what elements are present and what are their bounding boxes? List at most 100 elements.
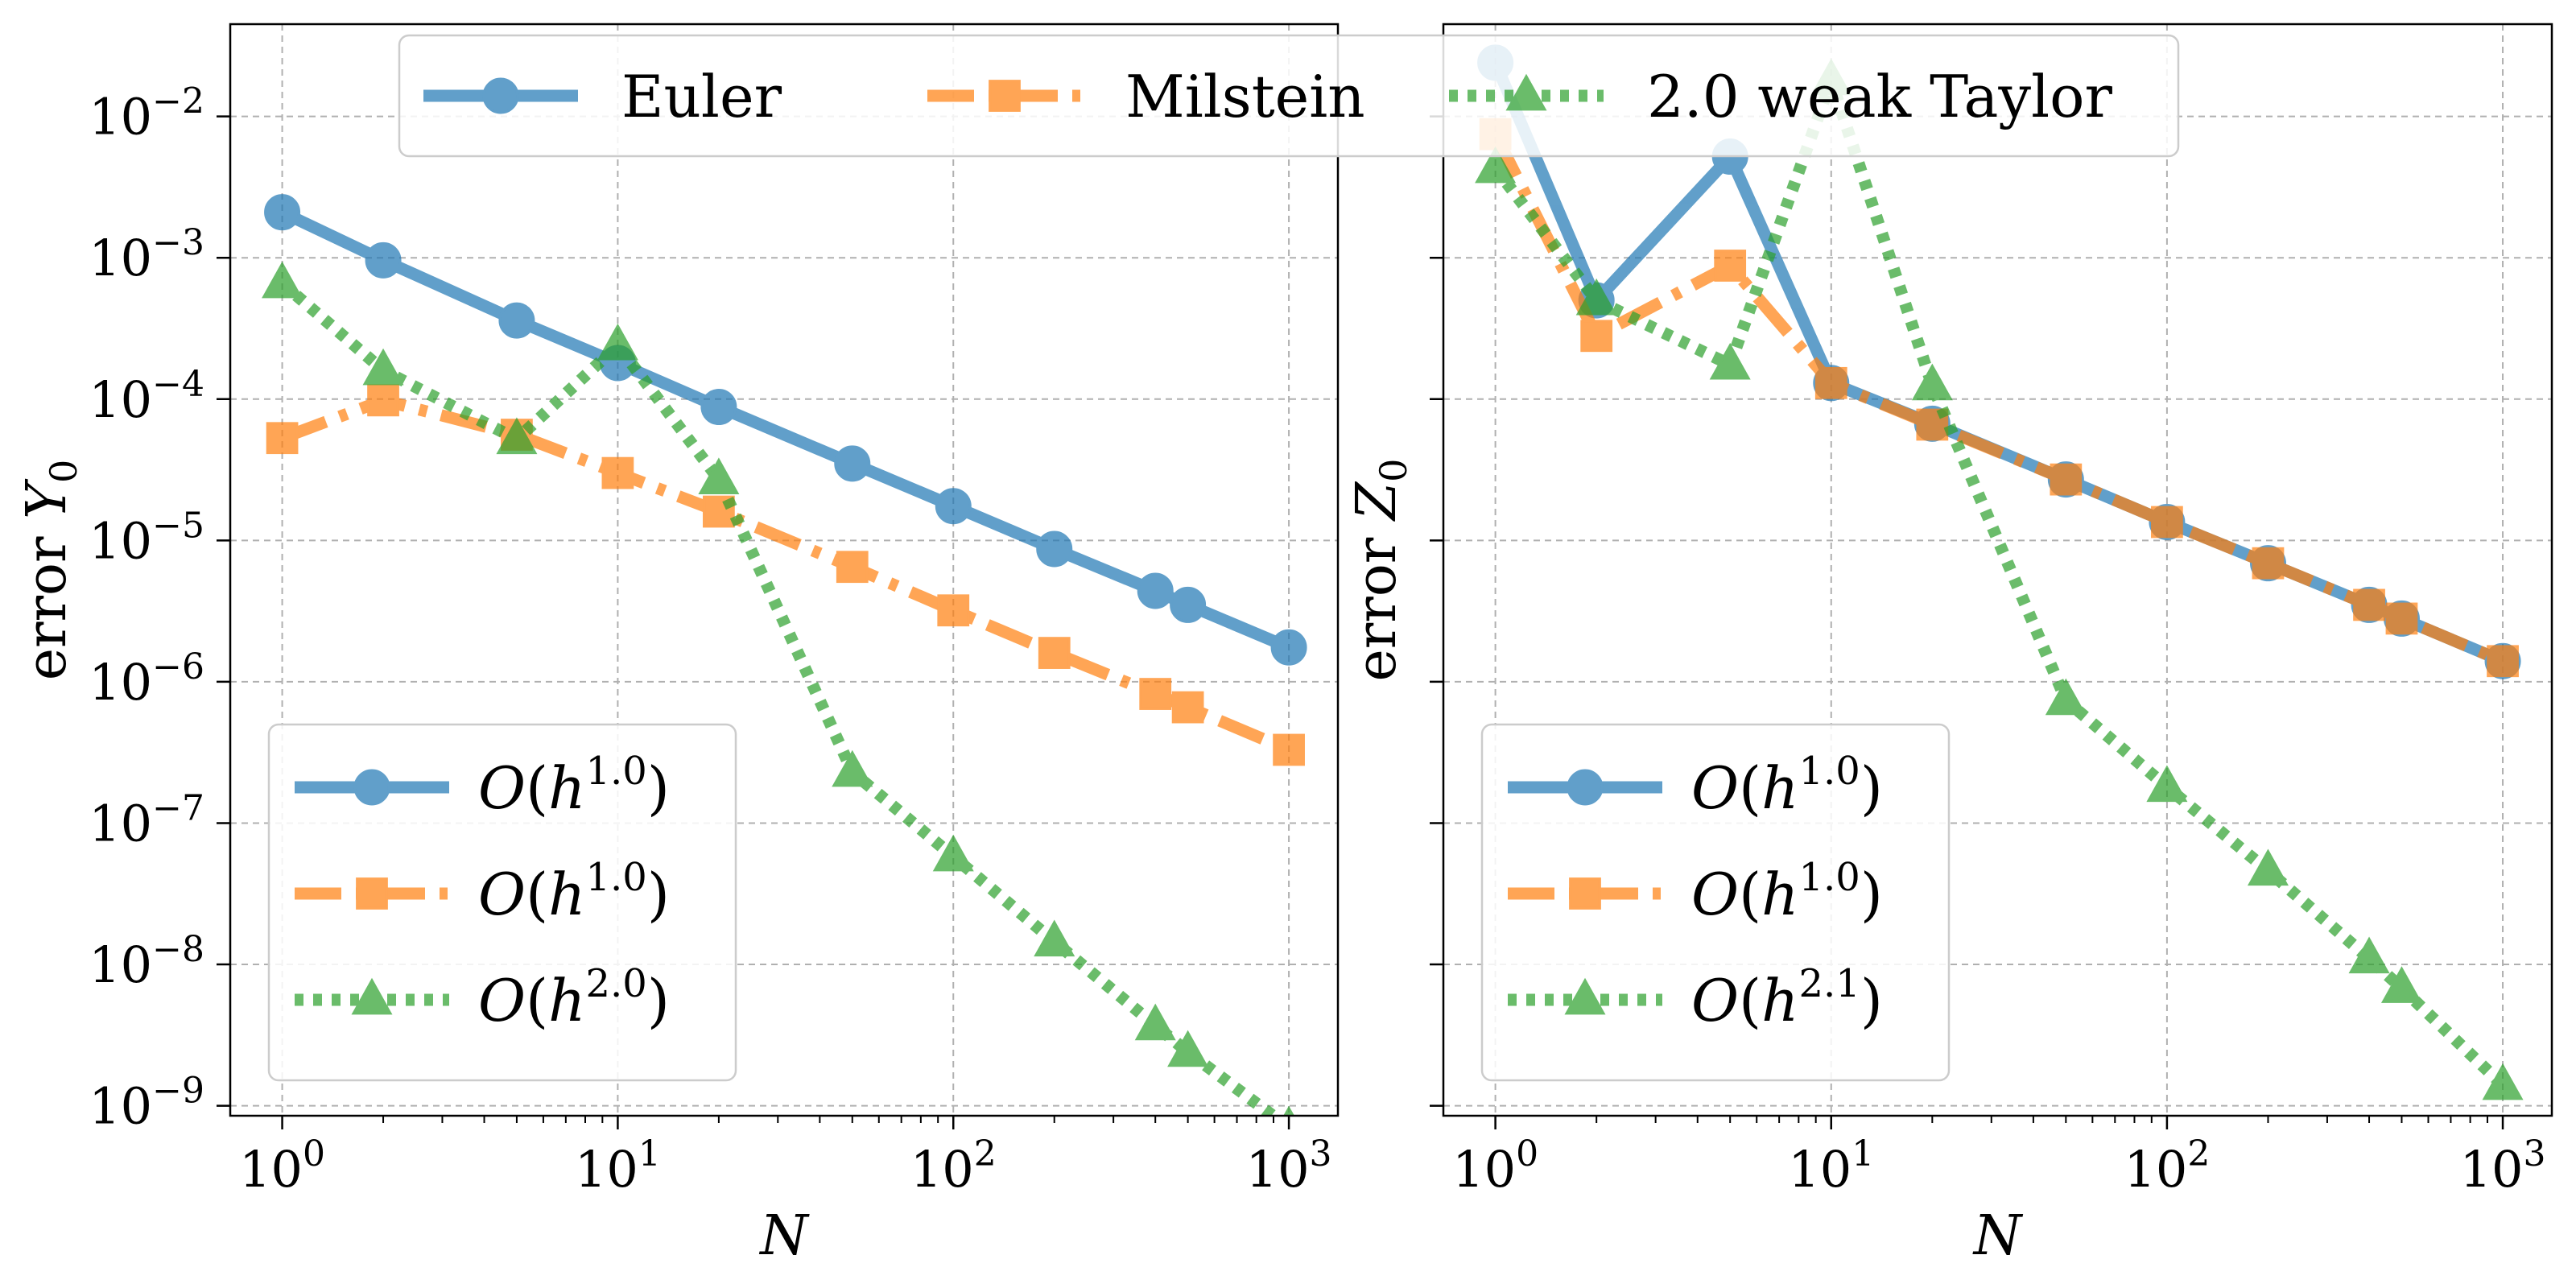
left-ytick-label-4: 10−5 [89,505,204,570]
right-milstein-point-5 [2050,463,2083,496]
left-milstein-point-5 [836,551,869,584]
right-legend-marker-0 [1567,769,1604,806]
left-euler-point-7 [1036,530,1073,568]
left-legend-marker-0 [353,769,390,806]
left-xtick-label-3: 103 [1246,1133,1332,1199]
left-euler-point-2 [498,302,535,339]
right-legend-order-0: 1.0 [1799,749,1860,794]
right-legend-sample-0 [1508,769,1662,806]
left-legend: O(h1.0)O(h1.0)O(h2.0) [267,723,737,1082]
left-frame [229,23,1340,1117]
right-xtick-label-0-base: 10 [1452,1140,1516,1199]
left-xtick-label-1-base: 10 [575,1140,638,1199]
left-ytick-label-7: 10−2 [89,81,204,147]
right-xlabel: N [1972,1204,2024,1268]
left-milstein-point-8 [1139,678,1172,710]
left-legend-h-1: h [548,861,585,928]
right-taylor-point-10 [2482,1063,2524,1100]
left-legend-box [267,723,737,1082]
top-legend-label-1: Milstein [1125,63,1365,130]
left-ytick-label-0-base: 10 [89,1077,152,1136]
right-taylor-point-9 [2380,966,2422,1003]
left-legend-close-1: ) [647,861,670,928]
left-xtick-label-0-exp: 0 [303,1133,325,1174]
right-legend-O-0: O [1691,754,1739,822]
right-frame [1442,23,2553,1117]
right-legend-sample-2 [1508,977,1662,1015]
left-milstein-line [279,394,1292,756]
left-xtick-label-1-exp: 1 [638,1133,661,1174]
right-xtick-label-1: 101 [1788,1133,1874,1199]
left-legend-close-0: ) [647,754,670,822]
left-taylor-point-7 [1034,919,1075,957]
left-ytick-label-1-exp: −8 [152,929,204,970]
left-taylor-point-3 [597,323,638,361]
left-ytick-label-4-exp: −5 [152,505,204,546]
left-taylor-point-10 [1283,1105,1295,1116]
left-ytick-label-0-exp: −9 [152,1071,204,1112]
left-legend-open-1: ( [526,861,548,928]
right-legend-label-2: O(h2.1) [1691,961,1883,1034]
left-series-euler [264,194,1307,666]
right-ylabel: error Z0 [1345,459,1415,682]
left-legend-sample-0 [295,769,449,806]
right-ylabel-symbol: Z [1345,481,1409,522]
left-ytick-label-3: 10−6 [89,646,204,712]
left-ytick-label-5: 10−4 [89,364,204,429]
right-legend: O(h1.0)O(h1.0)O(h2.1) [1480,723,1951,1082]
left-taylor-point-1 [362,348,404,386]
left-legend-O-1: O [478,861,526,928]
left-ylabel-prefix: error [15,519,79,680]
left-ytick-label-2-exp: −7 [152,787,204,828]
left-panel: 100 101 102 10310−910−810−710−610−510−410−3… [15,23,1340,1268]
right-milstein-point-8 [2353,588,2385,621]
left-legend-open-0: ( [526,754,548,822]
right-legend-open-0: ( [1739,754,1761,822]
left-ytick-label-5-exp: −4 [152,364,204,405]
left-euler-point-10 [1270,629,1307,666]
left-ytick-label-7-exp: −2 [152,81,204,122]
left-legend-close-2: ) [647,967,670,1034]
top-legend-sample-2 [1449,73,1604,111]
left-ytick-label-6-exp: −3 [152,222,204,263]
right-series [1475,44,2524,1100]
right-milstein-point-3 [1814,366,1847,399]
left-milstein-point-10 [1273,733,1305,766]
left-ytick-label-4-base: 10 [89,511,152,570]
left-taylor-point-5 [832,749,873,787]
left-ylabel-symbol: Y [15,478,79,519]
top-legend-sample-1 [927,80,1082,112]
left-xtick-label-2-base: 10 [910,1140,974,1199]
left-xtick-label-1: 101 [575,1133,661,1199]
left-euler-point-5 [834,445,871,482]
right-taylor-point-5 [2045,678,2087,716]
right-taylor-point-1 [1575,278,1617,316]
left-milstein-point-3 [601,456,634,489]
left-euler-point-9 [1170,586,1207,623]
right-milstein-point-6 [2151,506,2183,539]
left-ylabel-sub: 0 [42,460,85,483]
left-legend-label-1: O(h1.0) [478,855,670,928]
left-series-milstein [266,384,1305,766]
right-legend-sample-1 [1508,877,1662,910]
left-ytick-label-1-base: 10 [89,935,152,994]
right-series-milstein [1479,118,2519,678]
left-legend-label-2: O(h2.0) [478,961,670,1034]
left-euler-line [279,206,1292,654]
top-legend-marker-2 [1505,73,1547,111]
left-euler-point-0 [264,194,301,231]
right-milstein-point-2 [1714,250,1747,282]
left-legend-sample-2 [295,977,449,1015]
left-ytick-label-1: 10−8 [89,929,204,994]
top-legend-label-0: Euler [621,63,782,130]
left-series [262,194,1307,1116]
left-xtick-label-2-exp: 2 [974,1133,997,1174]
right-xtick-label-1-base: 10 [1788,1140,1852,1199]
right-legend-marker-2 [1564,977,1606,1015]
right-xtick-label-2: 102 [2124,1133,2210,1199]
left-taylor-point-4 [698,457,740,495]
left-milstein-point-0 [266,422,299,455]
left-legend-O-2: O [478,967,526,1034]
